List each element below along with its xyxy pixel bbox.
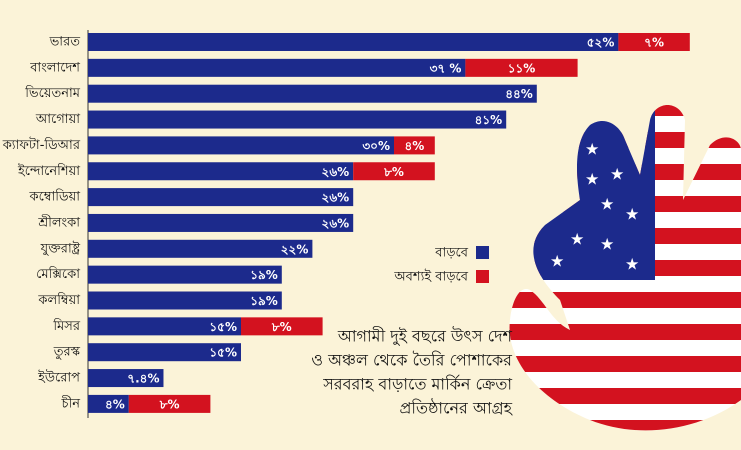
category-label: তুরস্ক xyxy=(53,345,81,360)
svg-text:★: ★ xyxy=(585,140,599,159)
value-label: ৪% xyxy=(105,397,125,411)
legend-swatch xyxy=(476,246,489,259)
bar-segment xyxy=(618,33,690,51)
value-label: ৮% xyxy=(271,320,292,334)
bar-segment xyxy=(241,317,323,336)
value-label: ৪৪% xyxy=(505,87,533,101)
annotation: প্রতিষ্ঠানের আগ্রহ xyxy=(399,399,513,418)
value-label: ৮% xyxy=(159,397,180,411)
bar-segment xyxy=(88,58,466,77)
svg-text:★: ★ xyxy=(570,230,584,249)
legend-label: বাড়বে xyxy=(434,246,469,261)
bar-segment xyxy=(88,343,241,362)
value-label: ২৬% xyxy=(322,216,350,230)
value-label: ৫২% xyxy=(587,36,615,50)
value-label: ৪% xyxy=(404,139,424,153)
bar-segment xyxy=(88,110,507,129)
category-label: যুক্তরাষ্ট্র xyxy=(40,240,81,256)
category-label: আগোয়া xyxy=(35,112,80,127)
svg-text:★: ★ xyxy=(550,252,564,271)
bar-segment xyxy=(88,162,354,181)
legend-label: অবশ্যই বাড়বে xyxy=(393,269,468,285)
bar-segment xyxy=(88,239,313,258)
value-label: ৩৭ % xyxy=(430,61,462,75)
bar-segment xyxy=(88,188,354,207)
category-label: বাংলাদেশ xyxy=(29,60,80,75)
bar-segment xyxy=(88,291,282,310)
bar-segment xyxy=(465,58,578,77)
category-label: চীন xyxy=(61,395,81,411)
category-label: ভারত xyxy=(49,35,81,50)
svg-text:★: ★ xyxy=(585,170,599,189)
bar-segment xyxy=(88,33,619,51)
bar-segment xyxy=(88,394,129,413)
category-label: ইন্দোনেশিয়া xyxy=(17,163,80,179)
value-label: ১৫% xyxy=(209,320,237,334)
category-label: কলম্বিয়া xyxy=(37,292,80,308)
annotation: ও অঞ্চল থেকে তৈরি পোশাকের xyxy=(311,351,513,370)
bar-segment xyxy=(88,265,282,284)
bar-segment xyxy=(88,317,241,336)
category-label: ভিয়েতনাম xyxy=(24,85,81,101)
svg-text:★: ★ xyxy=(610,165,624,184)
value-label: ১১% xyxy=(508,61,536,75)
value-label: ২৬% xyxy=(322,165,350,179)
value-label: ৭.৪% xyxy=(127,372,159,386)
value-label: ১৯% xyxy=(250,294,278,308)
category-label: মিসর xyxy=(52,318,81,334)
svg-text:★: ★ xyxy=(600,235,614,254)
value-label: ২৬% xyxy=(322,191,350,205)
annotation: আগামী দুই বছরে উৎস দেশ xyxy=(337,327,513,346)
bar-segment xyxy=(128,394,211,413)
value-label: ৭% xyxy=(644,36,664,50)
legend-swatch xyxy=(476,270,489,283)
value-label: ১৫% xyxy=(209,346,237,360)
category-label: ইউরোপ xyxy=(37,370,80,386)
value-label: ১৯% xyxy=(250,268,278,282)
svg-text:★: ★ xyxy=(625,205,639,224)
value-label: ৪১% xyxy=(475,113,503,127)
category-label: ক্যাফটা-ডিআর xyxy=(2,137,81,153)
bar-segment xyxy=(353,162,435,181)
bar-segment xyxy=(88,213,354,232)
category-label: মেক্সিকো xyxy=(36,266,80,282)
category-label: কম্বোডিয়া xyxy=(29,189,81,205)
value-label: ৮% xyxy=(383,165,404,179)
bar-segment xyxy=(88,369,164,388)
value-label: ২২% xyxy=(281,242,309,256)
category-label: শ্রীলংকা xyxy=(37,214,80,230)
svg-text:★: ★ xyxy=(600,195,614,214)
bar-segment xyxy=(394,136,435,155)
value-label: ৩০% xyxy=(362,139,390,153)
annotation: সরবরাহ বাড়াতে মার্কিন ক্রেতা xyxy=(322,375,512,394)
svg-text:★: ★ xyxy=(625,255,639,274)
bar-segment xyxy=(88,136,394,155)
bar-segment xyxy=(88,84,537,103)
